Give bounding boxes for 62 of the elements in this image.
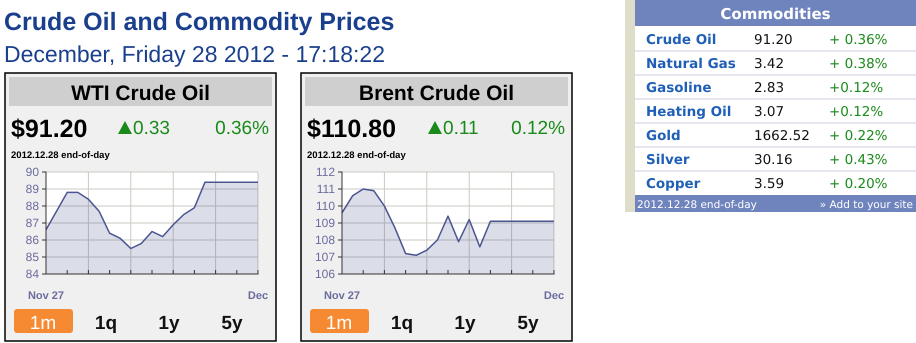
y-tick-label: 110 — [316, 198, 336, 213]
y-tick-label: 107 — [314, 250, 336, 264]
chart-title: WTI Crude Oil — [71, 82, 210, 105]
y-tick-label: 106 — [314, 266, 336, 281]
text: $91.20 — [11, 115, 88, 143]
text: 2.83 — [754, 80, 784, 96]
text: 0.36% — [215, 118, 270, 139]
text: 5y — [221, 313, 243, 334]
text: + 0.22% — [829, 128, 888, 144]
text: December, Friday 28 2012 - 17:18:22 — [4, 41, 386, 67]
text: 1m — [326, 313, 352, 334]
y-tick-label: 112 — [316, 164, 336, 179]
x-tick-label: Nov 27 — [28, 290, 64, 302]
y-tick-label: 87 — [26, 216, 40, 230]
text: 1m — [30, 313, 56, 334]
x-tick-label: Nov 27 — [324, 290, 360, 302]
text: 1y — [454, 313, 476, 334]
text: + 0.43% — [829, 152, 888, 168]
chart-title: Brent Crude Oil — [358, 82, 514, 105]
y-tick-label: 89 — [26, 182, 40, 196]
text: 2012.12.28 end-of-day — [11, 150, 110, 161]
text: Crude Oil and Commodity Prices — [4, 8, 394, 36]
x-tick-label: Dec — [544, 290, 564, 302]
x-tick-label: Dec — [248, 290, 268, 302]
text: 1q — [94, 313, 118, 334]
text: 2012.12.28 end-of-day — [307, 150, 406, 161]
text: 3.59 — [754, 176, 784, 192]
text: + 0.38% — [829, 56, 888, 72]
text: Copper — [646, 176, 701, 192]
text: 2012.12.28 end-of-day — [637, 199, 757, 211]
text: 3.42 — [754, 56, 784, 72]
y-tick-label: 108 — [314, 232, 336, 247]
y-tick-label: 85 — [26, 250, 40, 264]
text: +0.12% — [829, 80, 884, 96]
text: +0.12% — [829, 104, 884, 120]
text: Silver — [646, 152, 690, 168]
text: 1662.52 — [754, 128, 810, 144]
text: 0.12% — [511, 118, 566, 139]
text: 0.11 — [443, 118, 479, 139]
text: Heating Oil — [646, 104, 732, 120]
text: Crude Oil — [646, 32, 716, 48]
y-tick-label: 111 — [316, 182, 336, 196]
text: Commodities — [720, 5, 831, 23]
text: 3.07 — [754, 104, 784, 120]
text: 0.33 — [133, 118, 170, 139]
text: 91.20 — [754, 32, 793, 48]
text: + 0.20% — [829, 176, 888, 192]
text: 1q — [390, 313, 414, 334]
y-tick-label: 88 — [26, 198, 40, 213]
text: 30.16 — [754, 152, 793, 168]
text: 1y — [158, 313, 180, 334]
y-tick-label: 90 — [26, 164, 40, 179]
y-tick-label: 86 — [26, 232, 40, 247]
y-tick-label: 84 — [26, 266, 40, 281]
text: Gasoline — [646, 80, 712, 96]
text: » Add to your site — [820, 199, 913, 211]
text: 5y — [517, 313, 539, 334]
text: Natural Gas — [646, 56, 736, 72]
y-tick-label: 109 — [314, 216, 336, 230]
text: $110.80 — [307, 115, 396, 143]
text: + 0.36% — [829, 32, 888, 48]
text: Gold — [646, 128, 681, 144]
